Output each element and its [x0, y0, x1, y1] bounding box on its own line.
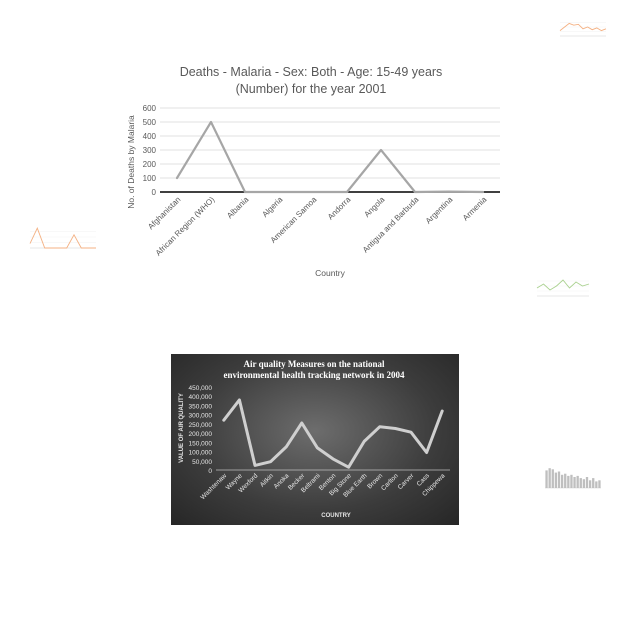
x-tick-label: Carver [397, 472, 416, 491]
y-tick-label: 0 [208, 468, 212, 475]
thumb-bar [579, 478, 582, 488]
y-tick-label: 100,000 [189, 450, 213, 457]
thumb-bar [554, 472, 558, 488]
chart-2: Air quality Measures on the nationalenvi… [179, 359, 450, 519]
thumb-bar [588, 480, 592, 488]
x-tick-label: Albania [225, 195, 251, 221]
thumb-bar [592, 478, 595, 488]
y-tick-label: 200 [143, 160, 157, 169]
thumb-bar [551, 469, 554, 488]
thumb-bar [567, 475, 570, 488]
y-axis-title: No. of Deaths by Malaria [126, 115, 136, 209]
thumb-bar [564, 473, 567, 488]
chart-title-line: (Number) for the year 2001 [236, 82, 387, 96]
x-axis-title: Country [315, 268, 346, 278]
y-tick-label: 450,000 [189, 385, 213, 392]
x-tick-label: African Region (WHO) [154, 195, 217, 258]
thumb-bar [545, 470, 548, 488]
x-tick-label: Antigua and Barbuda [361, 195, 421, 255]
chart-1: Deaths - Malaria - Sex: Both - Age: 15-4… [126, 65, 500, 278]
thumb-right-mid [536, 279, 590, 297]
thumb-top-right [559, 22, 607, 37]
y-tick-label: 350,000 [189, 403, 213, 410]
y-tick-label: 600 [143, 104, 157, 113]
y-tick-label: 300,000 [189, 413, 213, 420]
thumb-bar [582, 479, 586, 488]
y-tick-label: 500 [143, 118, 157, 127]
chart-title-line: Deaths - Malaria - Sex: Both - Age: 15-4… [180, 65, 443, 79]
thumb-bar [576, 475, 579, 488]
x-tick-label: Armenia [461, 195, 489, 223]
x-tick-label: Carlton [380, 472, 400, 492]
x-tick-label: Argentina [424, 195, 455, 226]
thumb-bar [595, 481, 598, 488]
thumb-line [29, 227, 96, 249]
thumb-bar [573, 477, 576, 488]
y-tick-label: 100 [143, 174, 157, 183]
thumb-bar [557, 471, 561, 488]
thumb-bar [548, 468, 551, 488]
thumb-left [29, 227, 96, 249]
x-tick-label: Andorra [326, 195, 353, 222]
series-line [222, 398, 444, 469]
y-tick-label: 50,000 [192, 459, 212, 466]
thumb-bar [585, 477, 589, 488]
thumb-bar [598, 480, 601, 488]
thumb-bar [560, 474, 564, 488]
x-tick-label: Afghanistan [146, 195, 182, 231]
y-tick-label: 0 [152, 188, 157, 197]
thumb-line [536, 279, 590, 291]
thumb-bar [570, 474, 573, 488]
y-tick-label: 250,000 [189, 422, 213, 429]
y-tick-label: 300 [143, 146, 157, 155]
y-axis-title: VALUE OF AIR QUALITY [179, 393, 185, 463]
y-tick-label: 150,000 [189, 440, 213, 447]
chart-2-background [171, 354, 459, 525]
x-axis-title: COUNTRY [321, 513, 350, 519]
y-tick-label: 400 [143, 132, 157, 141]
y-tick-label: 200,000 [189, 431, 213, 438]
chart-title-line: Air quality Measures on the national [244, 359, 385, 369]
chart-title-line: environmental health tracking network in… [223, 370, 405, 380]
thumb-right-bars [545, 468, 601, 489]
x-tick-label: Angola [362, 195, 386, 219]
thumb-line [559, 22, 607, 32]
series-line [175, 120, 485, 194]
x-tick-label: Algeria [260, 195, 284, 219]
y-tick-label: 400,000 [189, 394, 213, 401]
